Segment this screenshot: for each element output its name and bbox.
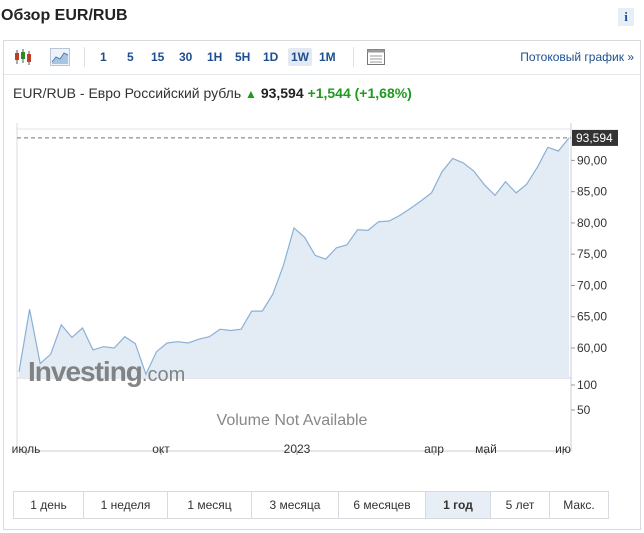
price-chart: 60,00 65,00 70,00 75,00 80,00 85,00 90,00 93,59… <box>12 123 618 456</box>
volume-tick-label: 50 <box>577 403 591 417</box>
period-button[interactable]: Макс. <box>550 492 608 518</box>
period-button[interactable]: 1 неделя <box>84 492 168 518</box>
period-button[interactable]: 1 год <box>426 492 491 518</box>
streaming-chart-link[interactable]: Потоковый график » <box>520 50 634 64</box>
area-chart-icon[interactable] <box>50 48 70 66</box>
investing-watermark: Investing.com <box>28 356 185 387</box>
x-tick-label: 2023 <box>284 442 311 456</box>
timeframe-30[interactable]: 30 <box>179 50 193 64</box>
timeframe-15[interactable]: 15 <box>151 50 165 64</box>
timeframe-5h[interactable]: 5H <box>235 50 251 64</box>
toolbar-divider <box>353 47 354 67</box>
candlestick-icon[interactable] <box>13 48 33 66</box>
price-line <box>18 137 570 376</box>
timeframe-1[interactable]: 1 <box>100 50 107 64</box>
volume-not-available: Volume Not Available <box>217 412 368 429</box>
x-tick-label: апр <box>424 442 444 456</box>
y-tick-label: 85,00 <box>577 185 607 199</box>
timeframe-1w[interactable]: 1W <box>288 48 312 66</box>
volume-tick-label: 100 <box>577 378 597 392</box>
x-tick-label: июль <box>12 442 41 456</box>
instrument-name: EUR/RUB - Евро Российский рубль <box>13 85 242 101</box>
y-tick-label: 60,00 <box>577 341 607 355</box>
y-tick-label: 65,00 <box>577 310 607 324</box>
period-selector: 1 день 1 неделя 1 месяц 3 месяца 6 месяцев 1 … <box>13 491 609 519</box>
page-title: Обзор EUR/RUB <box>1 7 128 24</box>
period-button[interactable]: 5 лет <box>491 492 550 518</box>
price-change-percent: (+1,68%) <box>354 85 412 101</box>
price-change: +1,544 <box>307 85 351 101</box>
timeframe-1d[interactable]: 1D <box>263 50 279 64</box>
x-tick-label: май <box>475 442 497 456</box>
x-tick-label: окт <box>152 442 170 456</box>
toolbar-divider <box>84 47 85 67</box>
y-tick-label: 70,00 <box>577 278 607 292</box>
y-tick-label: 90,00 <box>577 153 607 167</box>
last-price: 93,594 <box>260 85 304 101</box>
timeframe-5[interactable]: 5 <box>127 50 134 64</box>
period-button[interactable]: 1 день <box>14 492 84 518</box>
last-price-box-label: 93,594 <box>576 131 613 145</box>
last-price-box <box>572 129 618 146</box>
chart-toolbar: 1 5 15 30 1H 5H 1D 1W 1M Потоковый графи… <box>4 41 640 75</box>
up-arrow-icon: ▲ <box>245 87 257 101</box>
y-tick-label: 75,00 <box>577 247 607 261</box>
table-icon[interactable] <box>366 48 386 66</box>
period-button[interactable]: 6 месяцев <box>339 492 426 518</box>
chart-widget: 1 5 15 30 1H 5H 1D 1W 1M Потоковый графи… <box>3 40 641 530</box>
period-button[interactable]: 3 месяца <box>252 492 339 518</box>
header: Обзор EUR/RUB i <box>0 0 644 34</box>
y-tick-label: 80,00 <box>577 216 607 230</box>
quote-line: EUR/RUB - Евро Российский рубль ▲ 93,594… <box>13 85 412 101</box>
period-button[interactable]: 1 месяц <box>168 492 252 518</box>
x-tick-label: ию <box>555 442 571 456</box>
timeframe-1h[interactable]: 1H <box>207 50 223 64</box>
area-fill <box>19 137 569 378</box>
timeframe-1m[interactable]: 1M <box>319 50 336 64</box>
info-icon[interactable]: i <box>618 8 634 26</box>
